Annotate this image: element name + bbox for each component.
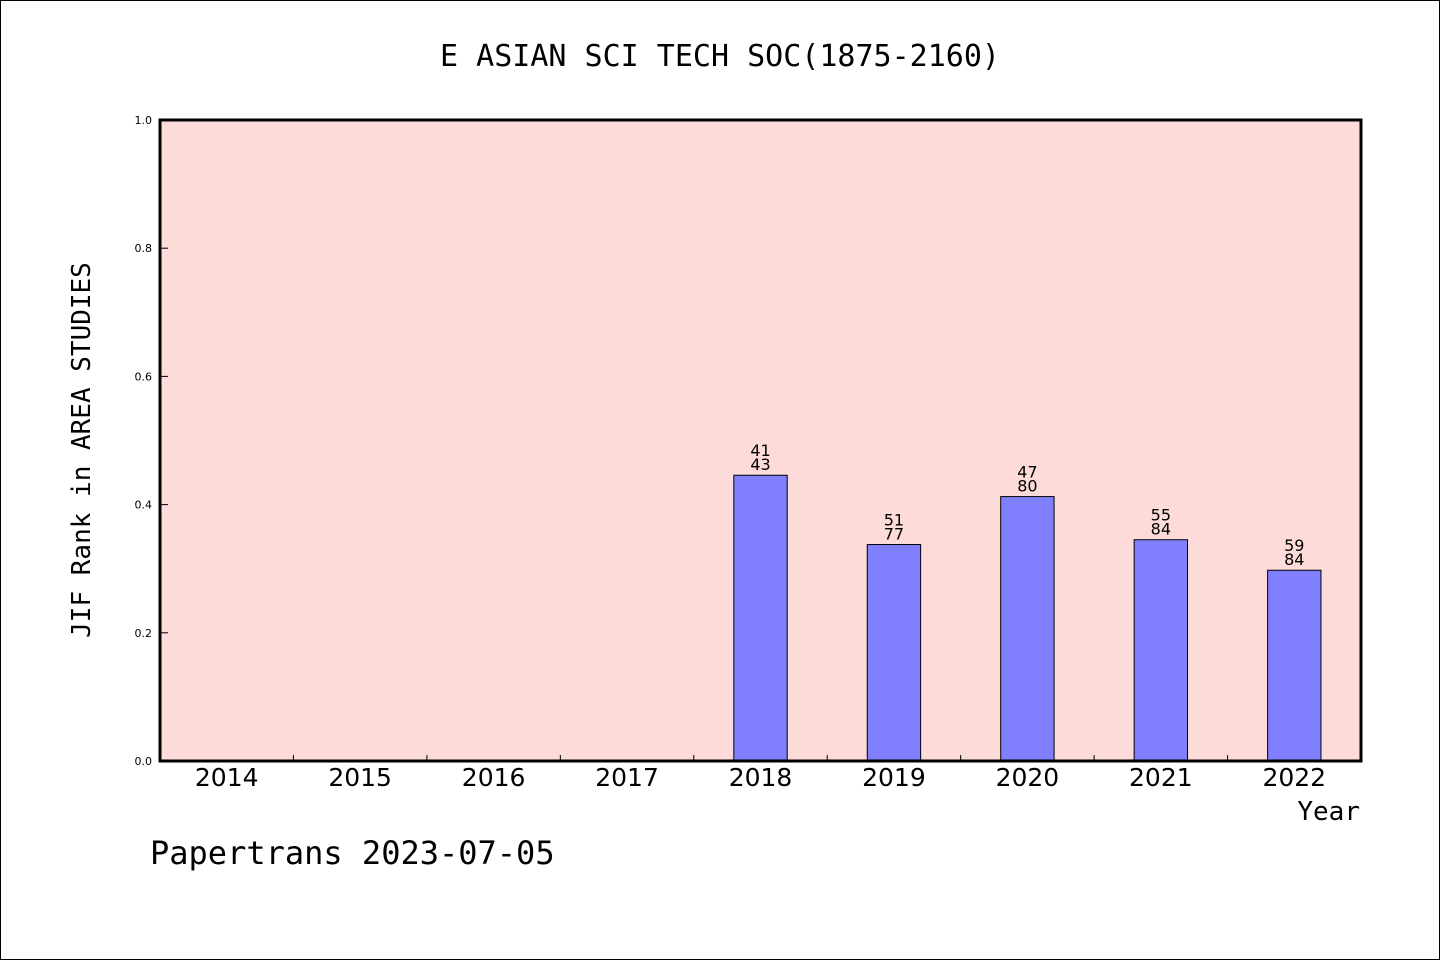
y-axis-label: JIF Rank in AREA STUDIES bbox=[67, 262, 97, 638]
x-tick-label: 2016 bbox=[462, 763, 526, 792]
bar-2020 bbox=[1000, 496, 1055, 762]
bar-2022 bbox=[1267, 569, 1322, 762]
bars bbox=[733, 474, 1322, 762]
bar-label-total: 77 bbox=[884, 525, 904, 544]
x-tick-label: 2019 bbox=[862, 763, 926, 792]
y-tick-label: 0.0 bbox=[135, 755, 153, 768]
bar-label-rank: 59 bbox=[1284, 536, 1304, 555]
y-tick-label: 0.8 bbox=[135, 242, 153, 255]
bar-label-total: 43 bbox=[750, 455, 770, 474]
bar-label-rank: 47 bbox=[1017, 463, 1037, 482]
x-tick-label: 2014 bbox=[195, 763, 259, 792]
y-tick-label: 0.2 bbox=[135, 627, 153, 640]
y-tick-label: 1.0 bbox=[135, 114, 153, 127]
bar-2019 bbox=[866, 544, 922, 762]
bar-2018 bbox=[733, 474, 788, 762]
y-tick-label: 0.4 bbox=[135, 499, 153, 512]
x-tick-label: 2021 bbox=[1129, 763, 1193, 792]
footer-credit: Papertrans 2023-07-05 bbox=[150, 834, 555, 872]
bar-2021 bbox=[1133, 539, 1189, 762]
x-tick-label: 2015 bbox=[328, 763, 392, 792]
y-axis-ticks: 0.0 0.2 0.4 0.6 0.8 1.0 bbox=[135, 114, 168, 768]
x-tick-label: 2018 bbox=[729, 763, 793, 792]
bar-label-rank: 51 bbox=[884, 511, 904, 530]
bar-label-total: 84 bbox=[1284, 550, 1304, 569]
bar-label-rank: 41 bbox=[750, 441, 770, 460]
plot-border bbox=[158, 118, 1363, 763]
x-axis-label: Year bbox=[1297, 797, 1360, 827]
y-tick-label: 0.6 bbox=[135, 370, 153, 383]
x-tick-label: 2017 bbox=[595, 763, 659, 792]
x-axis-ticks: 2014 2015 2016 2017 2018 2019 2020 2021 2022 bbox=[195, 755, 1326, 792]
x-tick-label: 2022 bbox=[1262, 763, 1326, 792]
x-tick-label: 2020 bbox=[996, 763, 1060, 792]
bar-label-rank: 55 bbox=[1151, 506, 1171, 525]
chart-title: E ASIAN SCI TECH SOC(1875-2160) bbox=[440, 39, 1000, 74]
bar-label-total: 80 bbox=[1017, 477, 1037, 496]
bar-label-total: 84 bbox=[1151, 520, 1171, 539]
